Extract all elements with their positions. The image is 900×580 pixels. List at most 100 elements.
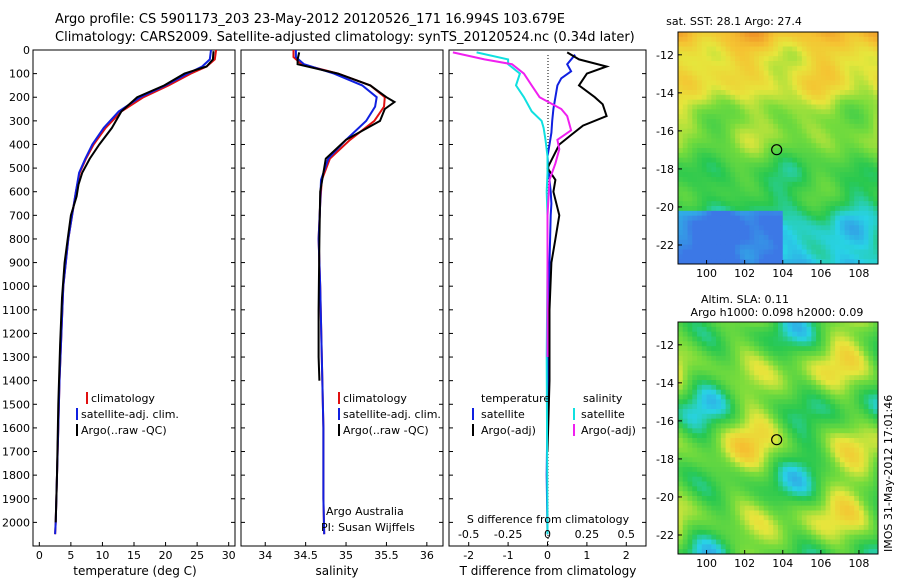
- heatmap-cell: [735, 510, 741, 516]
- heatmap-cell: [778, 442, 784, 449]
- heatmap-cell: [873, 56, 879, 62]
- heatmap-cell: [868, 322, 874, 328]
- heatmap-cell: [697, 442, 703, 449]
- heatmap-cell: [830, 549, 836, 555]
- heatmap-cell: [773, 133, 779, 139]
- heatmap-cell: [782, 418, 788, 424]
- heatmap-cell: [873, 152, 879, 159]
- x-tick-label: -2: [463, 549, 474, 562]
- heatmap-cell: [725, 206, 731, 212]
- heatmap-cell: [782, 201, 788, 207]
- heatmap-cell: [758, 152, 765, 159]
- heatmap-cell: [697, 104, 703, 110]
- heatmap-cell: [825, 259, 831, 265]
- heatmap-cell: [787, 41, 793, 47]
- heatmap-cell: [749, 114, 755, 120]
- heatmap-cell: [806, 65, 812, 72]
- heatmap-cell: [863, 452, 869, 458]
- heatmap-cell: [706, 442, 712, 449]
- heatmap-cell: [682, 331, 688, 337]
- heatmap-cell: [754, 80, 760, 86]
- heatmap-cell: [697, 351, 703, 357]
- heatmap-cell: [873, 370, 879, 376]
- heatmap-cell: [758, 375, 765, 381]
- heatmap-cell: [720, 467, 727, 473]
- sst-map-axes: 100 102 104 106 108-12-14-16-18-20-22: [656, 31, 879, 280]
- heatmap-cell: [830, 249, 836, 255]
- heatmap-cell: [854, 254, 860, 260]
- heatmap-cell: [797, 544, 803, 550]
- heatmap-cell: [739, 56, 746, 62]
- heatmap-cell: [758, 505, 765, 511]
- heatmap-cell: [735, 534, 741, 540]
- heatmap-cell: [825, 167, 831, 173]
- heatmap-cell: [854, 157, 860, 163]
- heatmap-cell: [773, 336, 779, 342]
- heatmap-cell: [873, 525, 879, 531]
- heatmap-cell: [787, 201, 793, 207]
- heatmap-cell: [778, 225, 784, 231]
- heatmap-cell: [739, 452, 746, 458]
- heatmap-cell: [768, 259, 774, 265]
- heatmap-cell: [863, 259, 869, 265]
- heatmap-cell: [854, 239, 860, 246]
- heatmap-cell: [782, 549, 788, 555]
- heatmap-cell: [806, 70, 812, 76]
- heatmap-cell: [735, 486, 741, 492]
- heatmap-cell: [739, 510, 746, 516]
- heatmap-cell: [778, 404, 784, 410]
- heatmap-cell: [725, 162, 731, 168]
- heatmap-cell: [682, 109, 688, 115]
- heatmap-cell: [739, 418, 746, 424]
- heatmap-cell: [844, 75, 850, 81]
- heatmap-cell: [787, 162, 793, 168]
- heatmap-cell: [806, 341, 812, 347]
- heatmap-cell: [739, 162, 746, 168]
- heatmap-cell: [682, 413, 688, 420]
- heatmap-cell: [858, 152, 865, 159]
- heatmap-cell: [716, 467, 722, 473]
- heatmap-cell: [701, 119, 707, 125]
- heatmap-cell: [711, 215, 717, 221]
- heatmap-cell: [768, 196, 774, 202]
- heatmap-cell: [730, 322, 736, 328]
- heatmap-cell: [706, 56, 712, 62]
- heatmap-cell: [863, 65, 869, 72]
- heatmap-cell: [773, 225, 779, 231]
- heatmap-cell: [839, 104, 846, 110]
- salinity-legend: climatology satellite-adj. clim. Argo(..…: [338, 392, 441, 437]
- heatmap-cell: [697, 230, 703, 236]
- heatmap-cell: [820, 384, 827, 391]
- heatmap-cell: [749, 90, 755, 96]
- heatmap-cell: [711, 462, 717, 468]
- heatmap-cell: [711, 51, 717, 57]
- heatmap-cell: [787, 85, 793, 91]
- heatmap-cell: [868, 549, 874, 555]
- heatmap-cell: [754, 404, 760, 410]
- heatmap-cell: [754, 181, 760, 188]
- heatmap-cell: [811, 389, 817, 395]
- heatmap-cell: [749, 220, 755, 226]
- heatmap-cell: [701, 486, 707, 492]
- heatmap-cell: [801, 167, 807, 173]
- heatmap-cell: [835, 515, 841, 521]
- heatmap-cell: [687, 215, 693, 221]
- heatmap-cell: [754, 191, 760, 197]
- heatmap-cell: [825, 109, 831, 115]
- heatmap-cell: [792, 119, 798, 125]
- heatmap-cell: [811, 520, 817, 526]
- heatmap-cell: [682, 447, 688, 453]
- heatmap-cell: [778, 438, 784, 444]
- heatmap-cell: [801, 457, 807, 463]
- heatmap-cell: [773, 235, 779, 241]
- heatmap-cell: [697, 447, 703, 453]
- heatmap-cell: [758, 41, 765, 47]
- heatmap-cell: [863, 370, 869, 376]
- heatmap-cell: [735, 380, 741, 386]
- heatmap-cell: [720, 239, 727, 246]
- heatmap-cell: [801, 61, 807, 67]
- heatmap-cell: [682, 157, 688, 163]
- heatmap-cell: [678, 384, 684, 391]
- heatmap-cell: [701, 123, 707, 130]
- heatmap-cell: [830, 413, 836, 420]
